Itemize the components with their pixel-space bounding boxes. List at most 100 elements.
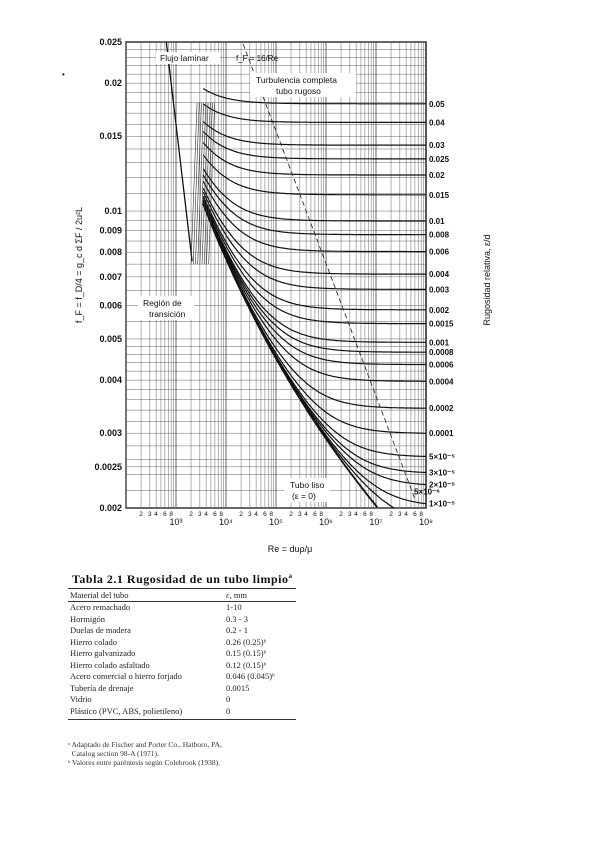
transition-hatch bbox=[199, 102, 207, 265]
eps-cell: 0.046 (0.045)ᵇ bbox=[226, 671, 275, 681]
x-minor-label: 2 bbox=[289, 511, 293, 518]
transition-label-2: transición bbox=[149, 309, 186, 319]
table-header-row: Material del tubo ε, mm bbox=[68, 588, 296, 602]
table-title-sup: a bbox=[288, 572, 293, 580]
x-minor-label: 3 bbox=[298, 511, 302, 518]
x-minor-label: 4 bbox=[204, 511, 208, 518]
x-decade-label: 10³ bbox=[169, 517, 182, 527]
footnotes: ᵃ Adaptado de Fischer and Porter Co., Ha… bbox=[68, 740, 308, 767]
x-minor-label: 3 bbox=[398, 511, 402, 518]
roughness-label: 0.008 bbox=[429, 231, 450, 240]
material-cell: Acero comercial o hierro forjado bbox=[70, 671, 182, 681]
roughness-label: 0.025 bbox=[429, 155, 450, 164]
material-cell: Acero remachado bbox=[70, 602, 131, 612]
x-minor-label: 2 bbox=[139, 511, 143, 518]
x-minor-label: 8 bbox=[369, 511, 373, 518]
roughness-label: 0.001 bbox=[429, 338, 450, 347]
roughness-label: 0.0006 bbox=[429, 361, 454, 370]
stray-mark: • bbox=[62, 70, 65, 79]
x-minor-label: 2 bbox=[339, 511, 343, 518]
roughness-labels: 0.05 0.04 0.03 0.025 0.02 0.015 0.01 0.008 0.006… bbox=[414, 100, 455, 509]
material-cell: Hierro colado bbox=[70, 636, 117, 647]
roughness-curve bbox=[202, 131, 426, 160]
y-tick-label: 0.009 bbox=[99, 225, 122, 235]
x-minor-label: 6 bbox=[213, 511, 217, 518]
moody-chart: 0.0250.020.0150.010.0090.0080.0070.0060.… bbox=[74, 37, 492, 554]
table-body: Acero remachado 1-10 Hormigón 0.3 - 3 Duelas… bbox=[68, 602, 296, 720]
table-row: Hierro galvanizado 0.15 (0.15)ᵇ bbox=[68, 648, 296, 660]
y-tick-label: 0.01 bbox=[104, 206, 122, 216]
eps-cell: 0.15 (0.15)ᵇ bbox=[226, 648, 267, 658]
x-minor-label: 2 bbox=[189, 511, 193, 518]
roughness-label: 3×10⁻⁵ bbox=[429, 469, 455, 478]
material-cell: Hierro colado asfaltado bbox=[70, 659, 150, 670]
roughness-curve bbox=[202, 203, 426, 434]
footnote: ᵇ Valores entre paréntesis según Colebro… bbox=[68, 758, 220, 767]
roughness-label: 0.006 bbox=[429, 248, 450, 257]
x-minor-label: 4 bbox=[304, 511, 308, 518]
transition-hatch bbox=[206, 102, 213, 265]
roughness-label: 0.05 bbox=[429, 100, 445, 109]
roughness-curve bbox=[202, 201, 426, 366]
roughness-label: 5×10⁻⁶ bbox=[414, 488, 440, 497]
x-minor-label: 3 bbox=[148, 511, 152, 518]
transition-label-1: Región de bbox=[143, 298, 182, 308]
table-row: Hierro colado asfaltado 0.12 (0.15)ᵇ bbox=[68, 660, 296, 672]
x-minor-label: 4 bbox=[404, 511, 408, 518]
table-row: Plástico (PVC, ABS, polietileno) 0 bbox=[68, 705, 296, 720]
transition-hatch bbox=[201, 102, 209, 265]
eps-cell: 0.3 - 3 bbox=[226, 613, 248, 624]
y-tick-label: 0.02 bbox=[104, 78, 122, 88]
roughness-curve bbox=[202, 103, 426, 124]
x-decade-label: 10⁷ bbox=[369, 517, 382, 527]
transition-hatch bbox=[192, 102, 200, 265]
x-minor-label: 6 bbox=[263, 511, 267, 518]
roughness-curve bbox=[202, 202, 426, 382]
table-title: Tabla 2.1 Rugosidad de un tubo limpioa bbox=[72, 572, 292, 587]
eps-cell: 0.0015 bbox=[226, 682, 250, 693]
turbulence-label-2: tubo rugoso bbox=[276, 86, 321, 96]
x-minor-label: 8 bbox=[419, 511, 423, 518]
roughness-curve bbox=[202, 203, 427, 505]
roughness-curve bbox=[202, 188, 426, 275]
table-row: Acero comercial o hierro forjado 0.046 (0… bbox=[68, 671, 296, 683]
x-minor-label: 2 bbox=[239, 511, 243, 518]
y-tick-label: 0.005 bbox=[99, 334, 122, 344]
roughness-curve bbox=[202, 203, 426, 409]
col-eps: ε, mm bbox=[224, 588, 296, 602]
table-row: Vidrio 0 bbox=[68, 694, 296, 706]
roughness-curve bbox=[202, 121, 426, 146]
transition-hatch bbox=[190, 102, 198, 265]
roughness-table: Material del tubo ε, mm Acero remachado 1… bbox=[68, 588, 296, 720]
x-axis-label: Re = duρ/μ bbox=[268, 544, 313, 554]
roughness-label: 0.015 bbox=[429, 191, 450, 200]
roughness-curve bbox=[202, 168, 426, 222]
x-minor-label: 4 bbox=[154, 511, 158, 518]
col-material: Material del tubo bbox=[68, 588, 224, 602]
roughness-label: 0.003 bbox=[429, 285, 450, 294]
y-tick-label: 0.008 bbox=[99, 247, 122, 257]
roughness-curves bbox=[202, 87, 427, 509]
y-tick-label: 0.003 bbox=[99, 428, 122, 438]
roughness-curve bbox=[202, 199, 426, 343]
x-minor-label: 6 bbox=[313, 511, 317, 518]
x-minor-label: 6 bbox=[163, 511, 167, 518]
y-tick-label: 0.0025 bbox=[94, 462, 122, 472]
material-cell: Vidrio bbox=[70, 694, 92, 704]
roughness-curve bbox=[202, 200, 426, 353]
x-decade-label: 10⁸ bbox=[419, 517, 433, 527]
y-tick-labels: 0.025 0.02 0.015 0.01 0.009 0.008 0.007 0.006 0.… bbox=[94, 37, 122, 513]
x-minor-label: 8 bbox=[219, 511, 223, 518]
roughness-label: 5×10⁻⁵ bbox=[429, 452, 455, 461]
roughness-label: 0.0001 bbox=[429, 429, 454, 438]
x-minor-label: 2 bbox=[389, 511, 393, 518]
x-minor-label: 4 bbox=[354, 511, 358, 518]
smooth-label-2: (ε = 0) bbox=[292, 491, 316, 501]
material-cell: Tubería de drenaje bbox=[70, 682, 134, 693]
material-cell: Duelas de madera bbox=[70, 625, 131, 635]
transition-hatch bbox=[203, 102, 211, 265]
table-row: Hierro colado 0.26 (0.25)ᵇ bbox=[68, 637, 296, 649]
laminar-line bbox=[165, 41, 193, 262]
roughness-curve bbox=[202, 181, 426, 253]
roughness-curve bbox=[202, 87, 426, 105]
